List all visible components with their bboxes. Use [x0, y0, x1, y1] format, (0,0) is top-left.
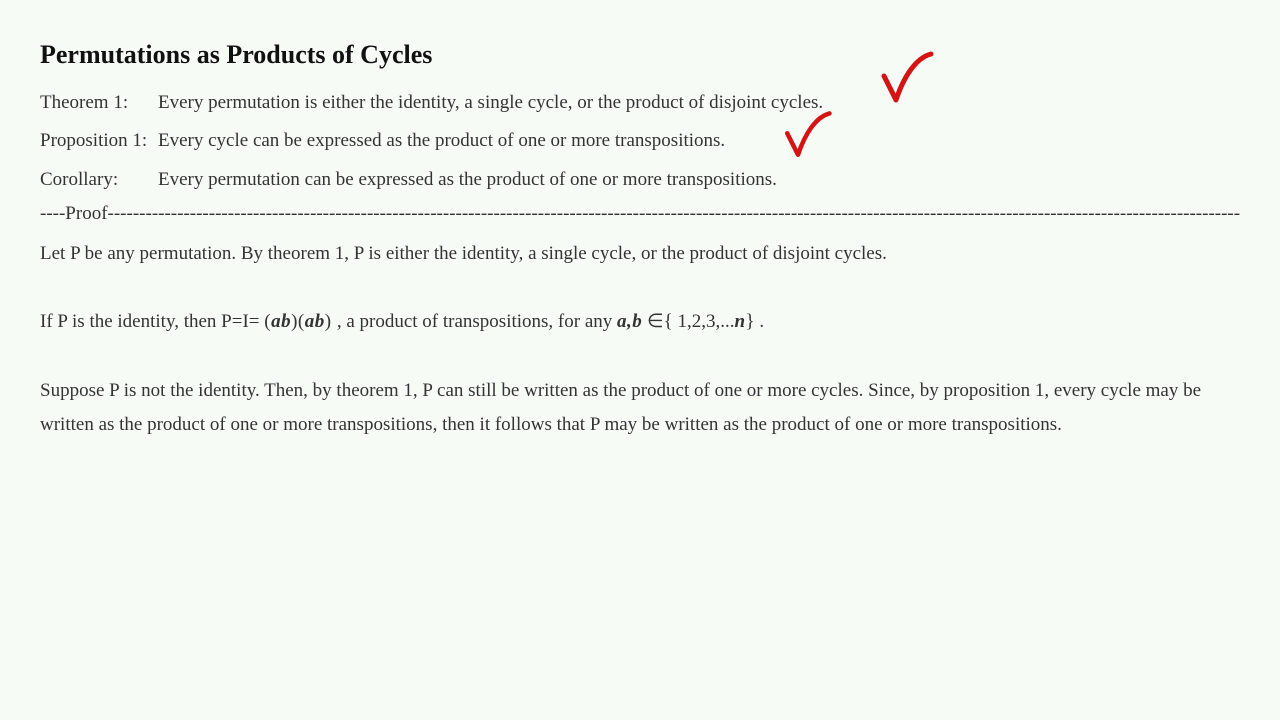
spacer — [40, 277, 1240, 305]
proof-line-3: Suppose P is not the identity. Then, by … — [40, 374, 1240, 442]
math-abab: (ab)(ab) — [264, 311, 337, 332]
proposition-text: Every cycle can be expressed as the prod… — [158, 126, 1240, 156]
corollary-text: Every permutation can be expressed as th… — [158, 165, 1240, 195]
corollary-row: Corollary: Every permutation can be expr… — [40, 165, 1240, 195]
proof-line-2-mid: , a product of transpositions, for any — [337, 311, 617, 332]
corollary-label: Corollary: — [40, 165, 158, 195]
math-set-end: } . — [746, 311, 765, 332]
page-title: Permutations as Products of Cycles — [40, 40, 1240, 70]
proof-line-1: Let P be any permutation. By theorem 1, … — [40, 237, 1240, 271]
spacer — [40, 346, 1240, 374]
theorem-label: Theorem 1: — [40, 88, 158, 118]
theorem-text: Every permutation is either the identity… — [158, 88, 1240, 118]
proof-line-2-pre: If P is the identity, then P=I= — [40, 311, 264, 332]
document-page: Permutations as Products of Cycles Theor… — [0, 0, 1280, 720]
proposition-row: Proposition 1: Every cycle can be expres… — [40, 126, 1240, 156]
proof-separator: ----Proof-------------------------------… — [40, 203, 1240, 225]
proof-line-2: If P is the identity, then P=I= (ab)(ab)… — [40, 305, 1240, 339]
checkmark-icon — [780, 108, 834, 162]
theorem-row: Theorem 1: Every permutation is either t… — [40, 88, 1240, 118]
math-set: ∈{ 1,2,3,... — [647, 311, 734, 332]
proposition-label: Proposition 1: — [40, 126, 158, 156]
math-ab: a,b — [617, 311, 642, 332]
checkmark-icon — [876, 48, 936, 108]
math-n: n — [734, 311, 745, 332]
